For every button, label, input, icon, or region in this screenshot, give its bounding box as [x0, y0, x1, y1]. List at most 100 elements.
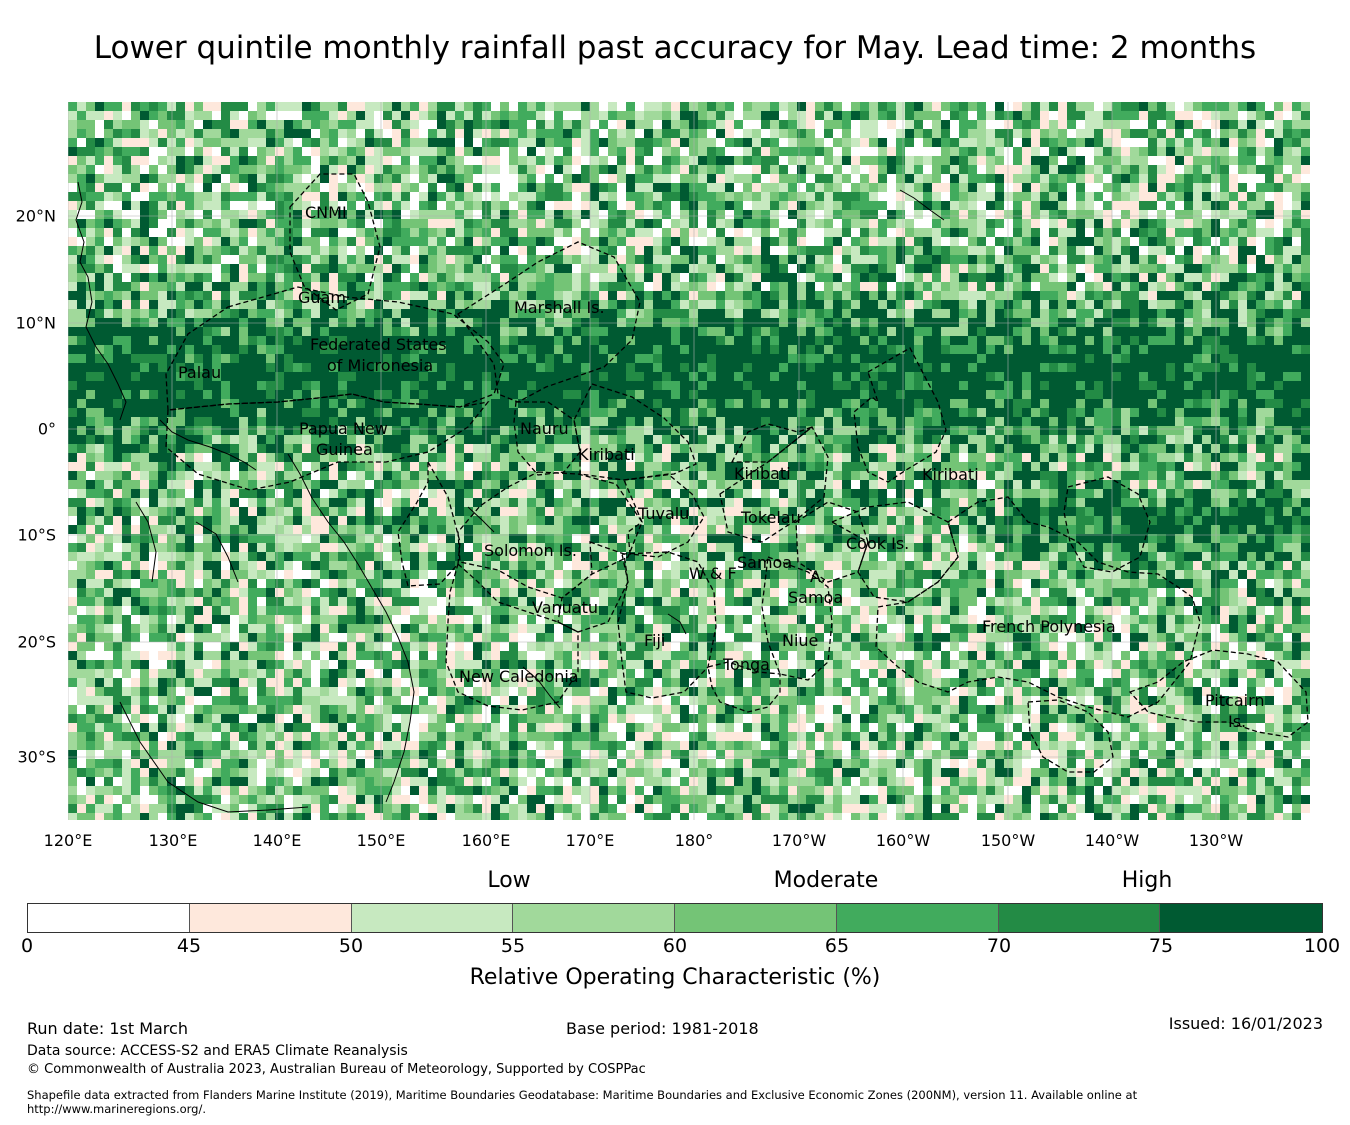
roc-cell	[311, 120, 320, 129]
roc-cell	[230, 201, 239, 210]
roc-cell	[824, 201, 833, 210]
roc-cell	[104, 327, 113, 336]
roc-cell	[1256, 219, 1265, 228]
roc-cell	[1067, 165, 1076, 174]
roc-cell	[770, 255, 779, 264]
roc-cell	[356, 300, 365, 309]
roc-cell	[968, 300, 977, 309]
roc-cell	[806, 264, 815, 273]
roc-cell	[176, 399, 185, 408]
roc-cell	[788, 345, 797, 354]
roc-cell	[1175, 273, 1184, 282]
roc-cell	[176, 228, 185, 237]
roc-cell	[1301, 219, 1310, 228]
roc-cell	[680, 210, 689, 219]
roc-cell	[1013, 381, 1022, 390]
roc-cell	[707, 363, 716, 372]
roc-cell	[806, 408, 815, 417]
roc-cell	[599, 165, 608, 174]
roc-cell	[743, 336, 752, 345]
roc-cell	[743, 129, 752, 138]
roc-cell	[113, 120, 122, 129]
roc-cell	[1121, 399, 1130, 408]
roc-cell	[473, 237, 482, 246]
roc-cell	[95, 246, 104, 255]
roc-cell	[1067, 201, 1076, 210]
roc-cell	[986, 354, 995, 363]
roc-cell	[689, 327, 698, 336]
roc-cell	[329, 192, 338, 201]
roc-cell	[788, 237, 797, 246]
roc-cell	[617, 102, 626, 111]
roc-cell	[851, 201, 860, 210]
roc-cell	[959, 354, 968, 363]
roc-cell	[896, 120, 905, 129]
roc-cell	[905, 228, 914, 237]
roc-cell	[1148, 138, 1157, 147]
roc-cell	[581, 309, 590, 318]
roc-cell	[1148, 336, 1157, 345]
roc-cell	[806, 111, 815, 120]
roc-cell	[725, 327, 734, 336]
roc-cell	[743, 255, 752, 264]
roc-cell	[752, 291, 761, 300]
roc-cell	[1085, 417, 1094, 426]
roc-cell	[788, 363, 797, 372]
roc-cell	[878, 291, 887, 300]
roc-cell	[590, 120, 599, 129]
roc-cell	[770, 381, 779, 390]
roc-cell	[725, 102, 734, 111]
roc-cell	[464, 381, 473, 390]
roc-cell	[716, 165, 725, 174]
roc-cell	[104, 210, 113, 219]
roc-cell	[824, 363, 833, 372]
roc-cell	[131, 165, 140, 174]
roc-cell	[1247, 309, 1256, 318]
roc-cell	[1085, 264, 1094, 273]
roc-cell	[905, 390, 914, 399]
roc-cell	[230, 363, 239, 372]
roc-cell	[1229, 237, 1238, 246]
roc-cell	[1004, 345, 1013, 354]
roc-cell	[419, 291, 428, 300]
roc-cell	[311, 345, 320, 354]
roc-cell	[293, 426, 302, 435]
roc-cell	[464, 390, 473, 399]
roc-cell	[266, 228, 275, 237]
roc-cell	[779, 399, 788, 408]
roc-cell	[491, 300, 500, 309]
roc-cell	[977, 327, 986, 336]
roc-cell	[1103, 354, 1112, 363]
roc-cell	[1022, 255, 1031, 264]
roc-cell	[590, 138, 599, 147]
roc-cell	[419, 174, 428, 183]
roc-cell	[239, 183, 248, 192]
roc-cell	[1274, 183, 1283, 192]
roc-cell	[320, 327, 329, 336]
roc-cell	[869, 363, 878, 372]
roc-cell	[1085, 210, 1094, 219]
roc-cell	[1166, 408, 1175, 417]
roc-cell	[473, 381, 482, 390]
roc-cell	[1157, 381, 1166, 390]
roc-cell	[842, 111, 851, 120]
roc-cell	[419, 300, 428, 309]
roc-cell	[1229, 390, 1238, 399]
roc-cell	[1211, 111, 1220, 120]
roc-cell	[1130, 228, 1139, 237]
roc-cell	[932, 354, 941, 363]
roc-cell	[617, 210, 626, 219]
roc-cell	[140, 327, 149, 336]
roc-cell	[86, 372, 95, 381]
roc-cell	[536, 174, 545, 183]
roc-cell	[455, 291, 464, 300]
roc-cell	[383, 300, 392, 309]
roc-cell	[824, 120, 833, 129]
roc-cell	[1058, 354, 1067, 363]
roc-cell	[788, 381, 797, 390]
roc-cell	[896, 363, 905, 372]
roc-cell	[770, 237, 779, 246]
roc-cell	[1274, 111, 1283, 120]
roc-cell	[1148, 381, 1157, 390]
roc-cell	[716, 399, 725, 408]
